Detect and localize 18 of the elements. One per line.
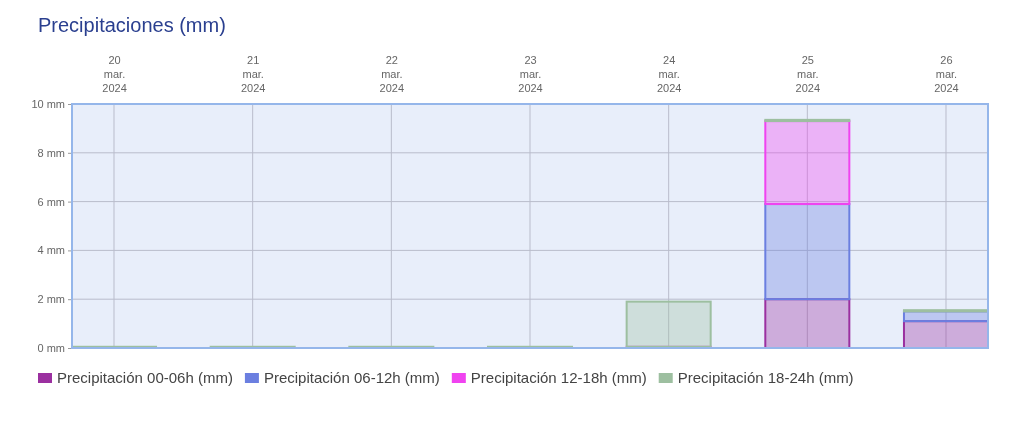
x-tick-label: 25 mar. 2024 — [795, 54, 821, 94]
x-tick-label: 24 mar. 2024 — [656, 54, 682, 94]
x-tick-label: 20 mar. 2024 — [102, 54, 127, 94]
y-tick-label: 0 mm — [37, 342, 65, 355]
y-tick-label: 10 mm — [31, 98, 65, 111]
x-tick-label: 26 mar. 2024 — [934, 54, 959, 94]
y-tick-label: 6 mm — [37, 195, 65, 208]
x-tick-label: 22 mar. 2024 — [379, 54, 405, 94]
y-tick-label: 8 mm — [37, 146, 65, 159]
legend-label: Precipitación 18-24h (mm) — [677, 369, 854, 386]
y-tick-label: 2 mm — [37, 293, 65, 306]
x-tick-label: 21 mar. 2024 — [240, 54, 266, 94]
legend-label: Precipitación 00-06h (mm) — [57, 369, 233, 386]
x-tick-label: 23 mar. 2024 — [518, 54, 543, 94]
chart-title: Precipitaciones (mm) — [38, 14, 226, 36]
y-tick-label: 4 mm — [37, 244, 65, 257]
legend-label: Precipitación 06-12h (mm) — [263, 369, 440, 386]
legend-label: Precipitación 12-18h (mm) — [470, 369, 647, 386]
